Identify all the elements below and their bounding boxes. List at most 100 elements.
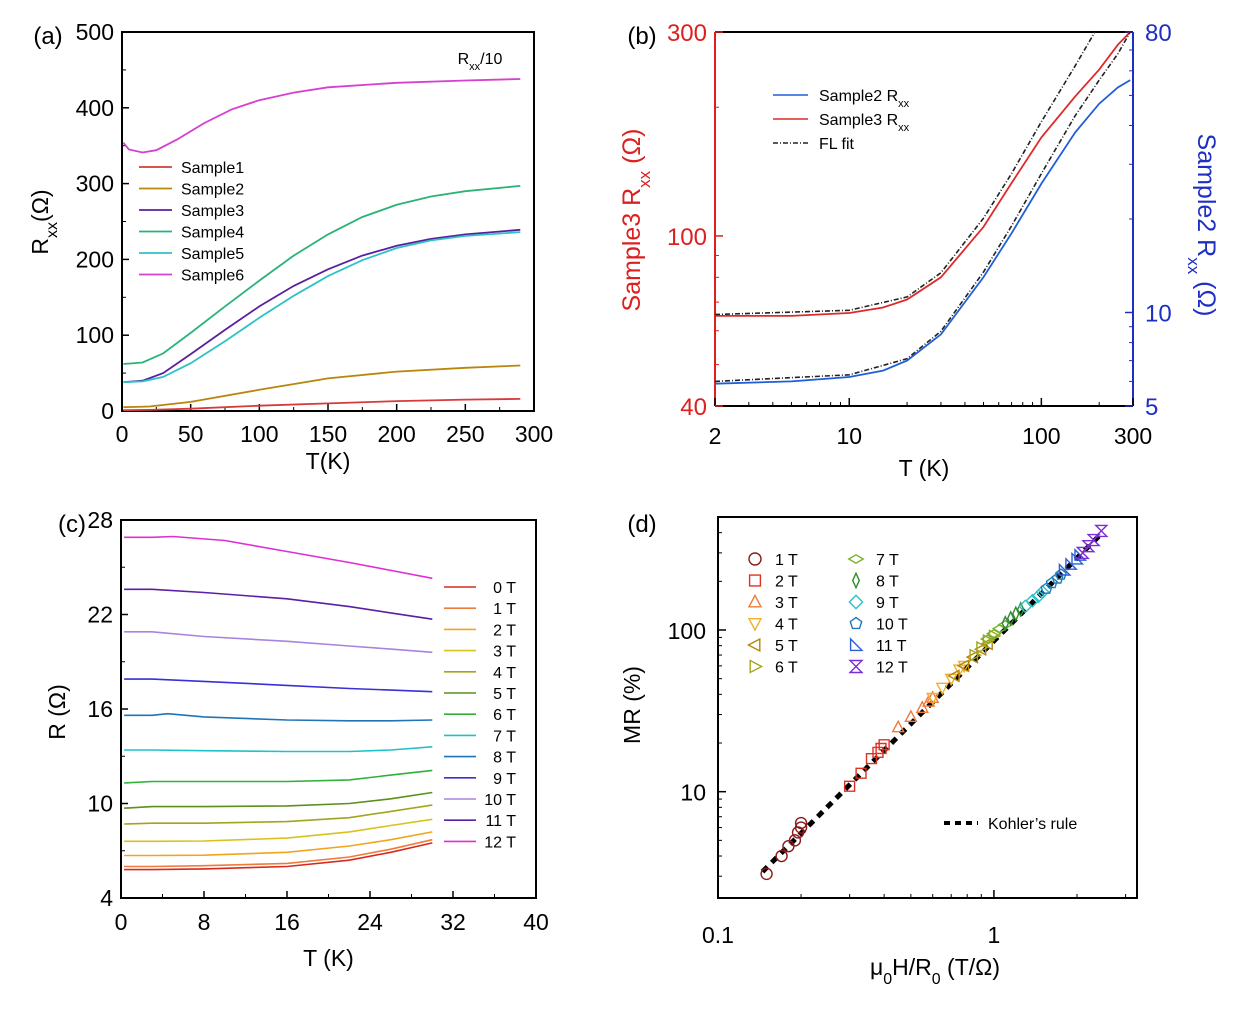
series-line (124, 842, 433, 871)
legend-label: 8 T (493, 750, 516, 767)
right-tick-label: 80 (1145, 20, 1172, 47)
data-point (775, 849, 788, 863)
x-tick-label: 0 (116, 421, 129, 447)
data-point (956, 659, 970, 673)
data-point (1054, 568, 1068, 580)
data-point (1086, 533, 1101, 547)
x-tick-label: 100 (240, 421, 278, 447)
data-point (935, 682, 949, 696)
y-tick-label: 22 (87, 602, 113, 628)
data-point (1031, 589, 1046, 604)
x-tick-label: 200 (377, 421, 415, 447)
left-tick-label: 100 (667, 224, 707, 251)
legend-label: 12 T (484, 834, 516, 851)
series-line (714, 79, 1131, 385)
series-1t (760, 816, 808, 881)
legend-label: 8 T (876, 574, 899, 591)
x-tick-label: 32 (440, 909, 466, 935)
legend-marker (849, 637, 864, 652)
left-tick-label: 40 (680, 394, 707, 421)
annotation: Rxx/10 (458, 51, 503, 73)
legend-label: 4 T (493, 665, 516, 682)
x-tick-label: 24 (357, 909, 383, 935)
data-point (855, 767, 867, 779)
series-3t (891, 690, 940, 733)
data-point (1035, 584, 1050, 599)
x-tick-label: 300 (1114, 423, 1152, 449)
series-line (124, 818, 433, 843)
legend-label: 9 T (493, 771, 516, 788)
legend-label: Sample2 (181, 182, 244, 199)
legend-marker (748, 574, 762, 587)
legend-label: Sample3 (181, 203, 244, 220)
series-line (124, 678, 433, 693)
series-8t (1001, 601, 1025, 632)
left-tick-label: 300 (667, 20, 707, 47)
x-axis-label: μ0H/R0 (T/Ω) (870, 954, 1000, 988)
legend-label: 2 T (775, 574, 798, 591)
x-tick-label: 300 (515, 421, 553, 447)
series-line (124, 769, 433, 784)
left-axis-label: Sample3 Rxx (Ω) (618, 129, 654, 312)
panel-label: (a) (33, 23, 62, 50)
series-line (124, 831, 433, 857)
legend-marker (849, 616, 863, 630)
legend-label: 11 T (876, 638, 907, 655)
data-point (926, 692, 940, 706)
series-line (124, 746, 433, 753)
y-tick-label: 300 (76, 171, 114, 197)
legend-label: 7 T (876, 552, 899, 569)
panel-c: (c) 0 8 16 24 32 40 4 10 16 22 28 T (K) R (Ω) 0 T 1 T 2 … (44, 507, 549, 971)
right-axis-label: Sample2 Rxx (Ω) (1185, 134, 1221, 317)
legend-label: 1 T (493, 601, 516, 618)
data-point (973, 642, 987, 656)
y-tick-label: 16 (87, 696, 113, 722)
legend-label: 3 T (493, 644, 516, 661)
data-point (794, 816, 808, 830)
x-tick-label: 40 (523, 909, 549, 935)
series-line-sample5 (123, 231, 521, 384)
right-tick-label: 5 (1145, 394, 1158, 421)
x-axis-label: T (K) (899, 455, 950, 481)
legend-marker (747, 593, 763, 608)
y-tick-label: 4 (100, 885, 113, 911)
x-tick-label: 8 (198, 909, 211, 935)
series-line (124, 631, 433, 654)
y-tick-label: 10 (680, 780, 706, 806)
data-point (1025, 593, 1040, 608)
series-line-sample6 (122, 78, 521, 154)
data-point (915, 700, 929, 713)
data-point (1016, 601, 1025, 618)
data-point (891, 719, 905, 733)
y-tick-label: 0 (101, 398, 114, 424)
data-point (844, 780, 856, 792)
legend-label: 10 T (876, 617, 908, 634)
legend-label: 5 T (775, 638, 798, 655)
series-line (124, 804, 433, 825)
legend-marker (847, 553, 865, 565)
data-point (875, 742, 887, 755)
legend-label: 4 T (775, 617, 798, 634)
series-6t (969, 629, 1002, 662)
series-line (124, 588, 433, 620)
panel-label: (b) (627, 23, 656, 50)
plot-frame (717, 516, 1138, 899)
panel-label: (d) (627, 511, 656, 538)
legend-label: Sample6 (181, 268, 244, 285)
legend-label: Sample2 Rxx (819, 88, 910, 110)
legend-label: 10 T (484, 792, 516, 809)
data-point (1058, 562, 1072, 576)
series-line-sample4 (123, 185, 521, 365)
data-point (1065, 557, 1078, 570)
legend-label: Sample3 Rxx (819, 112, 910, 134)
series-12t (1075, 524, 1109, 560)
series-line (124, 712, 433, 722)
legend-label: 6 T (493, 707, 516, 724)
legend-label: Sample1 (181, 160, 244, 177)
legend-label: 2 T (493, 622, 516, 639)
data-point (976, 640, 989, 655)
data-point (872, 746, 884, 758)
right-tick-label: 10 (1145, 301, 1172, 328)
plot-frame (121, 31, 535, 412)
data-point (1012, 605, 1020, 623)
